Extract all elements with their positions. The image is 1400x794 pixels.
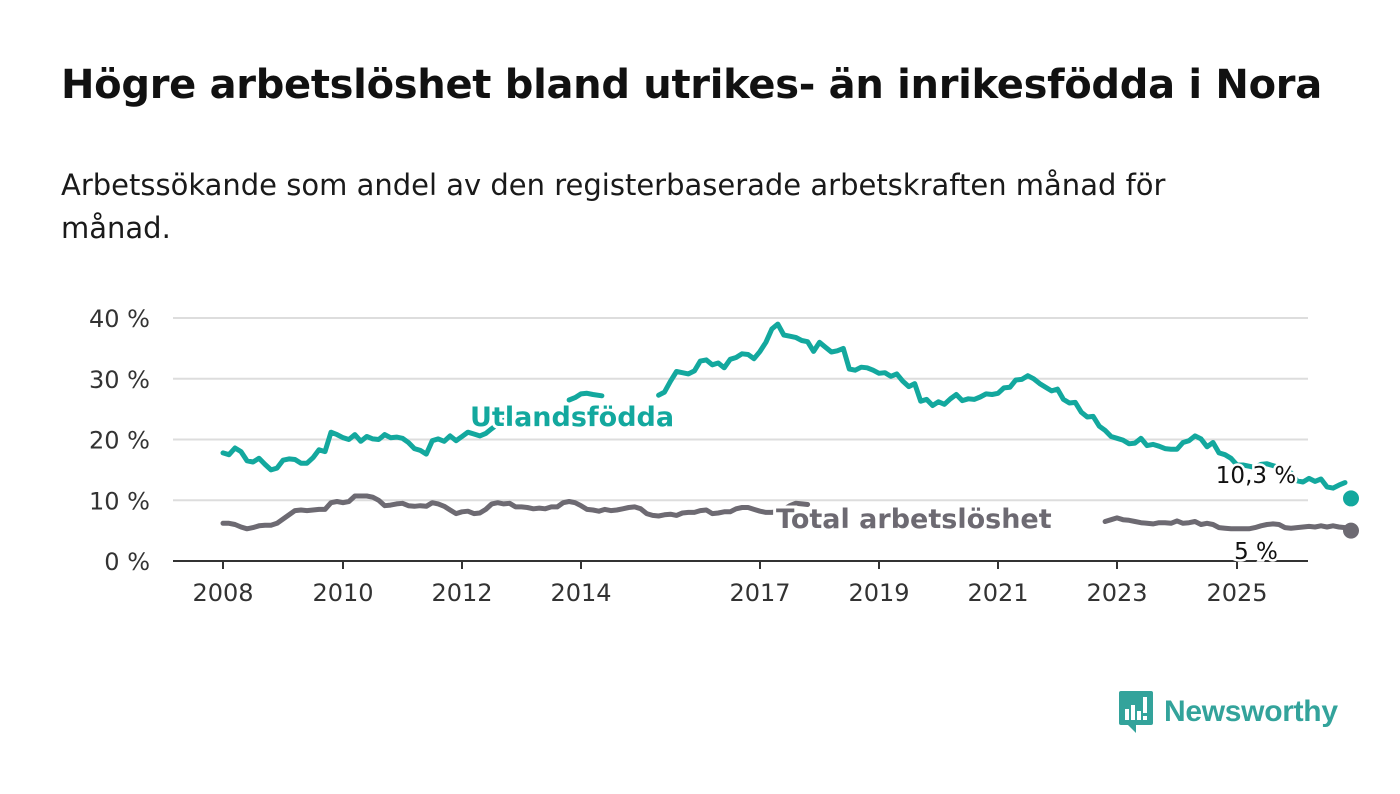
y-tick-label: 40 %	[89, 305, 150, 333]
brand-name: Newsworthy	[1164, 695, 1338, 728]
series-line	[220, 415, 507, 473]
series-end-point	[1343, 522, 1359, 539]
x-tick-label: 2012	[431, 579, 492, 607]
series-line	[656, 321, 1348, 491]
series-line	[1102, 515, 1348, 532]
series-lines	[220, 321, 1359, 539]
series-end-point	[1343, 490, 1359, 507]
series-label-foreign: Utlandsfödda	[470, 402, 674, 433]
chart-subtitle: Arbetssökande som andel av den registerb…	[61, 168, 1166, 245]
y-tick-label: 0 %	[104, 548, 150, 576]
series-label-total: Total arbetslöshet	[776, 504, 1052, 535]
series-labels: Utlandsfödda Total arbetslöshet 10,3 % 5 %	[467, 399, 1299, 568]
y-axis-ticks: 0 % 10 % 20 % 30 % 40 %	[89, 305, 150, 576]
x-tick-label: 2019	[848, 579, 909, 607]
x-tick-label: 2014	[550, 579, 611, 607]
x-tick-label: 2023	[1086, 579, 1147, 607]
chart-title: Högre arbetslöshet bland utrikes- än inr…	[61, 62, 1322, 108]
x-tick-label: 2010	[312, 579, 373, 607]
x-tick-label: 2021	[967, 579, 1028, 607]
series-line	[566, 390, 605, 403]
x-axis-ticks: 2008 2010 2012 2014 2017 2019 2021 2023 2025	[192, 561, 1268, 607]
y-tick-label: 30 %	[89, 366, 150, 394]
x-tick-label: 2008	[192, 579, 253, 607]
end-value-label-total: 5 %	[1234, 539, 1278, 565]
x-tick-label: 2017	[729, 579, 790, 607]
y-tick-label: 20 %	[89, 427, 150, 455]
x-tick-label: 2025	[1206, 579, 1267, 607]
y-tick-label: 10 %	[89, 487, 150, 515]
end-value-label-foreign: 10,3 %	[1216, 463, 1296, 489]
series-line	[220, 493, 811, 532]
newsworthy-logo: Newsworthy	[1118, 690, 1338, 734]
bar-chart-icon	[1119, 691, 1153, 733]
